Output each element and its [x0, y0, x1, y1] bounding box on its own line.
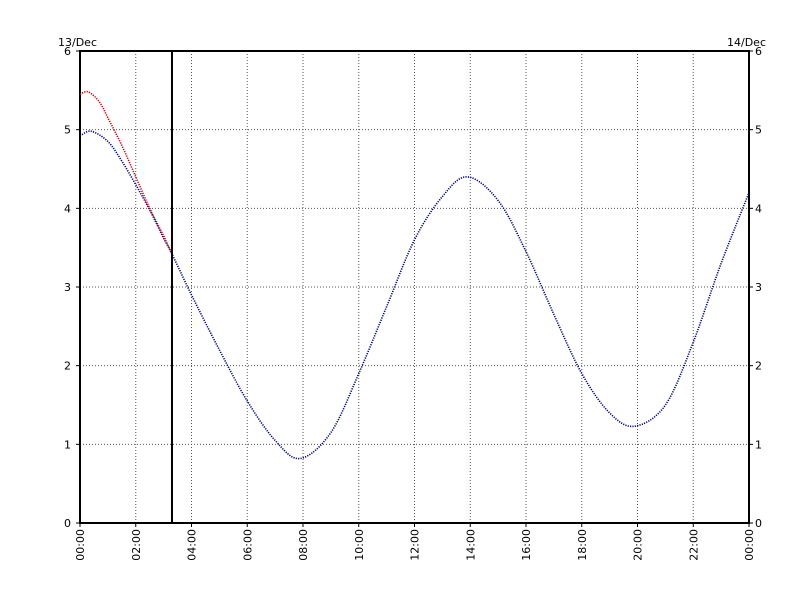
y-tick-label-left: 5 [64, 124, 71, 137]
y-tick-label-right: 1 [755, 438, 762, 451]
y-tick-label-right: 5 [755, 124, 762, 137]
y-tick-label-right: 0 [755, 517, 762, 530]
y-tick-label-right: 4 [755, 202, 762, 215]
y-axis-right: 0 1 2 3 4 5 6 [749, 45, 762, 530]
x-tick-label: 18:00 [576, 529, 589, 561]
x-tick-label: 00:00 [74, 529, 87, 561]
date-label-right: 14/Dec [727, 36, 766, 49]
y-tick-label-left: 0 [64, 517, 71, 530]
x-tick-label: 02:00 [130, 529, 143, 561]
observed-tide-series [79, 90, 173, 255]
x-tick-label: 00:00 [743, 529, 756, 561]
y-tick-label-left: 1 [64, 438, 71, 451]
x-axis: 00:00 02:00 04:00 06:00 08:00 10:00 12:00 14:00… [74, 523, 756, 561]
predicted-tide-series [79, 130, 750, 460]
y-tick-label-right: 3 [755, 281, 762, 294]
y-tick-label-right: 2 [755, 360, 762, 373]
x-tick-label: 22:00 [687, 529, 700, 561]
y-axis-left: 0 1 2 3 4 5 6 [64, 45, 80, 530]
grid-lines [80, 51, 749, 523]
y-tick-label-left: 6 [64, 45, 71, 58]
x-tick-label: 06:00 [241, 529, 254, 561]
date-label-left: 13/Dec [58, 36, 97, 49]
y-tick-label-left: 4 [64, 202, 71, 215]
x-tick-label: 04:00 [186, 529, 199, 561]
x-tick-label: 08:00 [297, 529, 310, 561]
x-tick-label: 10:00 [353, 529, 366, 561]
plot-frame [79, 50, 750, 524]
x-tick-label: 14:00 [464, 529, 477, 561]
x-tick-label: 12:00 [409, 529, 422, 561]
y-tick-label-left: 3 [64, 281, 71, 294]
series-group [79, 90, 750, 460]
y-tick-label-right: 6 [755, 45, 762, 58]
x-tick-label: 16:00 [520, 529, 533, 561]
x-tick-label: 20:00 [632, 529, 645, 561]
y-tick-label-left: 2 [64, 360, 71, 373]
